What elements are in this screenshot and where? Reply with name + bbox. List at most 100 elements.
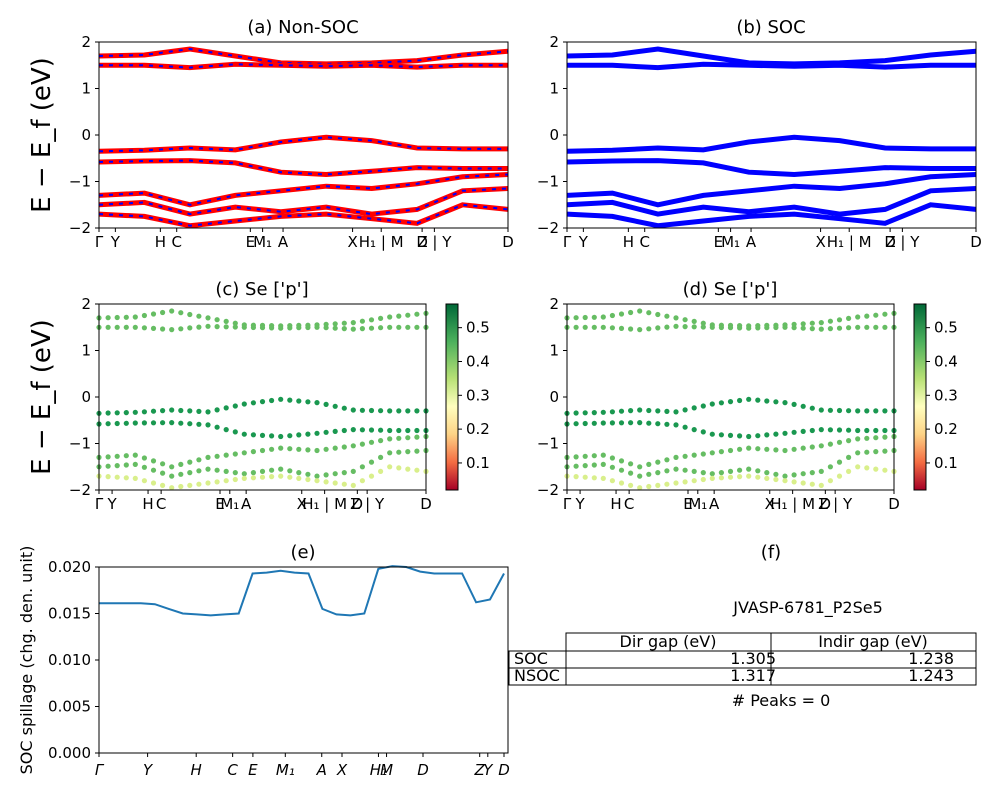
projection-dot (864, 427, 870, 434)
projection-dot (628, 461, 634, 467)
projection-dot (205, 422, 211, 428)
x-tick-label: H (610, 495, 621, 513)
projection-dot (782, 447, 788, 454)
projection-dot (296, 475, 302, 481)
projection-dot (187, 421, 193, 427)
projection-dot (187, 459, 193, 465)
y-tick-label: 0.000 (48, 744, 91, 762)
projection-dot (700, 470, 706, 476)
projection-dot (600, 409, 606, 415)
x-tick-label: Γ (95, 233, 104, 251)
projection-dot (232, 470, 238, 476)
colorbar-tick-label: 0.1 (934, 454, 958, 472)
y-tick-label: 0 (549, 388, 559, 406)
projection-dot (196, 468, 202, 474)
y-tick-label: −2 (537, 219, 559, 237)
panel-b-plot (566, 41, 977, 229)
projection-dot (396, 408, 402, 414)
projection-dot (269, 474, 275, 480)
projection-dot (673, 323, 679, 329)
x-tick-label: X (336, 761, 348, 779)
projection-dot (718, 470, 725, 476)
projection-dot (359, 441, 365, 447)
projection-dot (359, 318, 365, 324)
projection-dot (873, 408, 879, 414)
projection-dot (368, 439, 375, 445)
projection-dot (368, 317, 375, 323)
projection-dot (132, 461, 138, 467)
projection-dot (169, 420, 175, 426)
projection-dot (160, 326, 166, 332)
projection-dot (836, 317, 843, 323)
panel-f-title: (f) (761, 542, 781, 563)
projection-dot (655, 470, 661, 476)
projection-dot (296, 446, 302, 452)
projection-dot (700, 324, 706, 330)
colorbar-tick-label: 0.3 (466, 386, 490, 404)
projection-dot (600, 475, 606, 481)
projection-dot (178, 471, 184, 477)
projection-dot (818, 443, 824, 449)
y-tick-label: 0 (549, 126, 559, 144)
projection-dot (341, 481, 347, 487)
projection-dot (305, 399, 311, 405)
projection-dot (836, 325, 843, 331)
projection-dot (600, 314, 606, 320)
projection-dot (269, 325, 275, 331)
panel-d-title: (d) Se ['p'] (683, 279, 778, 300)
projection-dot (314, 324, 320, 330)
x-tick-label: D (417, 761, 429, 779)
projection-dot (259, 399, 266, 405)
projection-dot (414, 434, 420, 440)
x-tick-label: M₁ (688, 495, 707, 513)
projection-dot (682, 424, 688, 430)
projection-dot (809, 326, 815, 332)
projection-dot (718, 324, 725, 331)
y-tick-label: 1 (81, 80, 91, 98)
projection-dot (378, 438, 384, 444)
projection-dot (414, 467, 420, 473)
projection-dot (196, 457, 202, 463)
projection-dot (214, 407, 220, 413)
projection-dot (296, 432, 302, 438)
projection-dot (214, 453, 220, 459)
projection-dot (673, 315, 679, 321)
projection-dot (378, 454, 384, 460)
projection-dot (114, 453, 120, 459)
projection-dot (573, 410, 579, 416)
projection-dot (287, 474, 293, 480)
projection-dot (637, 308, 643, 314)
projection-dot (350, 326, 356, 332)
projection-dot (618, 420, 625, 426)
projection-dot (178, 407, 184, 414)
projection-dot (773, 471, 779, 477)
projection-dot (332, 471, 338, 477)
projection-dot (646, 483, 652, 490)
projection-dot (169, 464, 175, 470)
x-tick-label: Y (574, 495, 585, 513)
projection-dot (855, 427, 861, 434)
projection-dot (628, 470, 634, 476)
projection-dot (864, 324, 870, 330)
projection-dot (682, 479, 688, 485)
projection-dot (269, 433, 275, 439)
projection-dot (105, 324, 111, 330)
projection-dot (800, 325, 806, 331)
projection-dot (782, 324, 788, 330)
y-tick-label: −1 (69, 435, 91, 453)
x-tick-label: M₁ (220, 495, 239, 513)
y-tick-label: −2 (69, 219, 91, 237)
projection-dot (105, 421, 111, 427)
projection-dot (178, 326, 184, 332)
table-cell: 1.243 (908, 666, 954, 685)
projection-dot (241, 450, 247, 456)
projection-dot (682, 467, 688, 473)
projection-dot (160, 482, 166, 488)
projection-dot (882, 408, 888, 414)
projection-dot (160, 470, 166, 476)
projection-dot (405, 435, 411, 441)
projection-dot (359, 407, 365, 413)
y-tick-label: 0.015 (48, 605, 91, 623)
projection-dot (287, 397, 293, 403)
projection-dot (396, 435, 402, 441)
